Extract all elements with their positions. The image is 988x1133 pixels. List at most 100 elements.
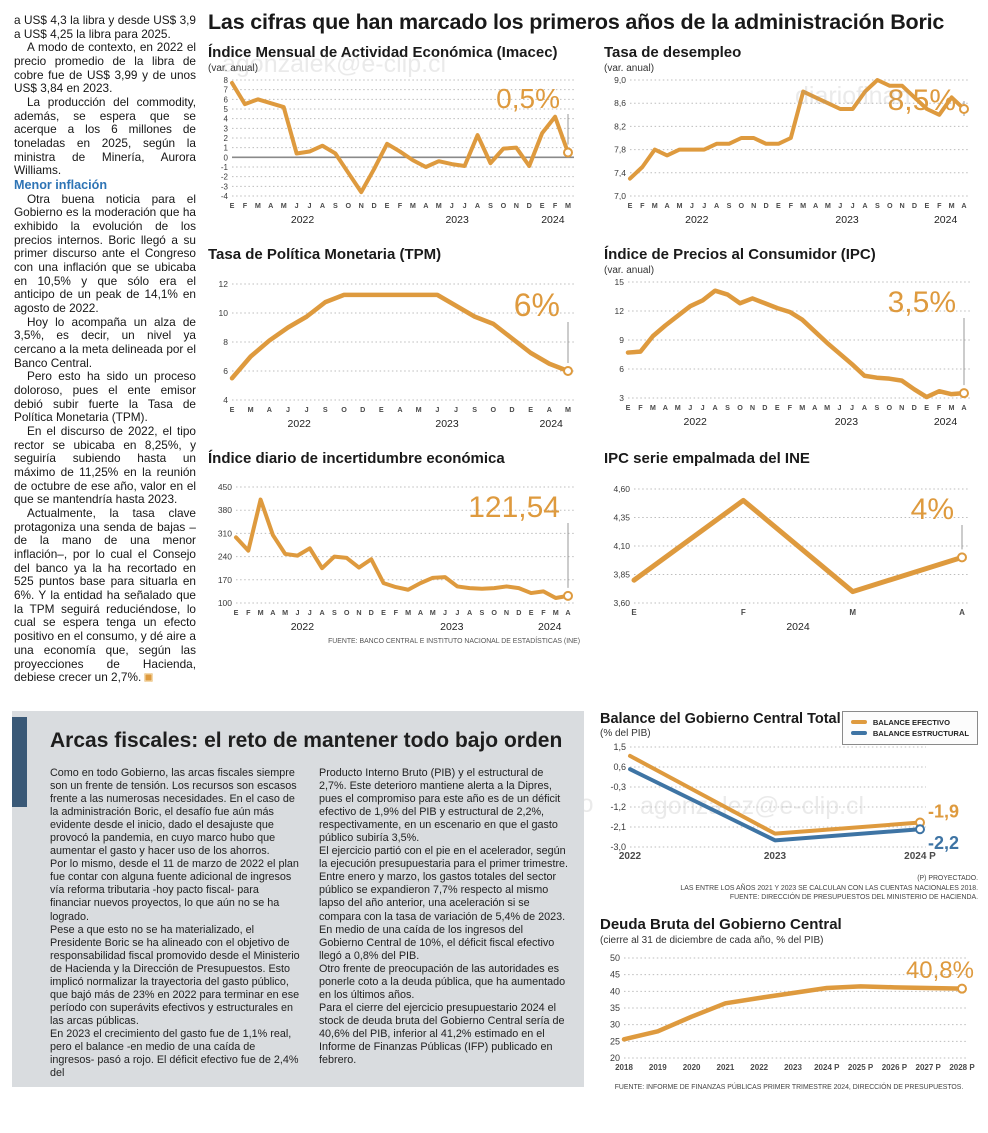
- page-title: Las cifras que han marcado los primeros …: [208, 10, 945, 34]
- svg-text:F: F: [398, 201, 403, 210]
- svg-text:S: S: [725, 403, 730, 412]
- svg-text:6: 6: [619, 364, 624, 374]
- svg-text:J: J: [286, 405, 290, 414]
- svg-text:J: J: [308, 201, 312, 210]
- svg-text:2023: 2023: [784, 1063, 802, 1072]
- svg-text:-3,0: -3,0: [610, 842, 626, 852]
- svg-text:M: M: [410, 201, 416, 210]
- svg-text:J: J: [450, 201, 454, 210]
- svg-text:4,60: 4,60: [613, 484, 630, 494]
- svg-text:A: A: [862, 201, 867, 210]
- svg-text:2028 P: 2028 P: [949, 1063, 975, 1072]
- svg-text:F: F: [789, 201, 794, 210]
- svg-text:2023: 2023: [835, 214, 859, 226]
- svg-text:2018: 2018: [615, 1063, 633, 1072]
- svg-text:1: 1: [224, 143, 229, 152]
- svg-text:E: E: [626, 403, 631, 412]
- svg-text:S: S: [332, 608, 337, 617]
- svg-text:-3: -3: [221, 182, 229, 191]
- svg-text:O: O: [739, 201, 745, 210]
- svg-text:12: 12: [219, 279, 229, 289]
- chart-footnotes: (P) PROYECTADO. LAS ENTRE LOS AÑOS 2021 …: [600, 874, 978, 903]
- svg-text:3: 3: [619, 393, 624, 403]
- svg-text:M: M: [799, 403, 805, 412]
- svg-text:E: E: [540, 201, 545, 210]
- svg-text:J: J: [851, 201, 855, 210]
- svg-text:3,60: 3,60: [613, 598, 630, 608]
- svg-text:2024 P: 2024 P: [814, 1063, 840, 1072]
- svg-text:O: O: [737, 403, 743, 412]
- svg-text:A: A: [961, 403, 966, 412]
- svg-text:40: 40: [610, 986, 620, 996]
- svg-text:J: J: [295, 608, 299, 617]
- svg-text:10: 10: [219, 308, 229, 318]
- svg-text:J: J: [463, 201, 467, 210]
- svg-text:A: A: [267, 405, 272, 414]
- chart-desempleo: Tasa de desempleo (var. anual) 9,0 8,6 8,2…: [604, 44, 976, 231]
- svg-text:N: N: [900, 201, 905, 210]
- svg-text:E: E: [230, 405, 235, 414]
- svg-text:2022: 2022: [684, 416, 708, 428]
- svg-text:S: S: [874, 403, 879, 412]
- chart-canvas-desempleo: 9,0 8,6 8,2 7,8 7,4 7,0 E F M A M J J A S O N D E F M A M J J A S O…: [604, 74, 976, 231]
- svg-text:12: 12: [615, 306, 625, 316]
- article-paragraph: La producción del commodity, además, se …: [14, 95, 196, 178]
- svg-text:2022: 2022: [619, 851, 642, 862]
- svg-text:2022: 2022: [291, 621, 315, 633]
- fiscal-paragraph: En medio de una caída de los ingresos de…: [319, 923, 555, 962]
- svg-text:2025 P: 2025 P: [848, 1063, 874, 1072]
- svg-text:D: D: [509, 405, 514, 414]
- svg-text:M: M: [949, 403, 955, 412]
- legend-item-estructural: BALANCE ESTRUCTURAL: [850, 728, 969, 738]
- svg-text:S: S: [323, 405, 328, 414]
- chart-canvas-ipc-empalmada: 4,60 4,35 4,10 3,85 3,60 E F M A 2024 4%: [604, 481, 976, 638]
- svg-text:2026 P: 2026 P: [882, 1063, 908, 1072]
- svg-text:6: 6: [223, 366, 228, 376]
- svg-text:F: F: [741, 608, 746, 617]
- svg-text:D: D: [762, 403, 767, 412]
- svg-text:-2,2: -2,2: [928, 833, 959, 853]
- svg-text:4,35: 4,35: [613, 513, 630, 523]
- svg-text:240: 240: [218, 552, 232, 562]
- svg-text:7,4: 7,4: [614, 168, 626, 178]
- svg-text:2024: 2024: [541, 214, 565, 226]
- svg-text:F: F: [640, 201, 645, 210]
- svg-text:2021: 2021: [717, 1063, 735, 1072]
- fiscal-paragraph: Otro frente de preocupación de las autor…: [319, 962, 566, 1001]
- svg-text:A: A: [319, 608, 324, 617]
- chart-title: Tasa de Política Monetaria (TPM): [208, 245, 442, 263]
- fiscal-paragraph: Como en todo Gobierno, las arcas fiscale…: [50, 766, 297, 858]
- chart-title: Balance del Gobierno Central Total: [600, 710, 841, 727]
- fiscal-paragraph: El ejercicio partió con el pie en el ace…: [319, 845, 569, 923]
- svg-text:D: D: [516, 608, 521, 617]
- legend-label: BALANCE ESTRUCTURAL: [872, 728, 969, 738]
- svg-text:-1: -1: [221, 163, 229, 172]
- svg-text:J: J: [838, 201, 842, 210]
- svg-text:M: M: [675, 403, 681, 412]
- svg-text:S: S: [333, 201, 338, 210]
- svg-text:M: M: [652, 201, 658, 210]
- chart-grid: Índice Mensual de Actividad Económica (I…: [208, 44, 976, 645]
- svg-text:3,85: 3,85: [613, 570, 630, 580]
- svg-text:N: N: [751, 201, 756, 210]
- svg-text:2023: 2023: [440, 621, 464, 633]
- svg-text:A: A: [813, 201, 818, 210]
- svg-text:15: 15: [615, 277, 625, 287]
- chart-canvas-incertidumbre: 450 380 310 240 170 100 E F M A M J J A S O N D E F M A M J J A S O…: [208, 481, 580, 638]
- svg-text:J: J: [443, 608, 447, 617]
- footnote: (P) PROYECTADO.: [917, 875, 978, 883]
- svg-text:F: F: [246, 608, 251, 617]
- chart-ipc: Índice de Precios al Consumidor (IPC) (v…: [604, 246, 976, 435]
- chart-subtitle: (% del PIB): [600, 728, 651, 740]
- footnote: LAS ENTRE LOS AÑOS 2021 Y 2023 SE CALCUL…: [680, 884, 978, 892]
- svg-text:M: M: [849, 608, 856, 617]
- svg-text:D: D: [527, 201, 532, 210]
- svg-text:2022: 2022: [750, 1063, 768, 1072]
- svg-text:8,5%: 8,5%: [888, 84, 956, 117]
- svg-text:E: E: [379, 405, 384, 414]
- svg-text:A: A: [320, 201, 325, 210]
- svg-text:1,5: 1,5: [613, 742, 626, 752]
- svg-text:J: J: [454, 405, 458, 414]
- svg-text:2023: 2023: [445, 214, 469, 226]
- svg-text:7,0: 7,0: [614, 191, 626, 201]
